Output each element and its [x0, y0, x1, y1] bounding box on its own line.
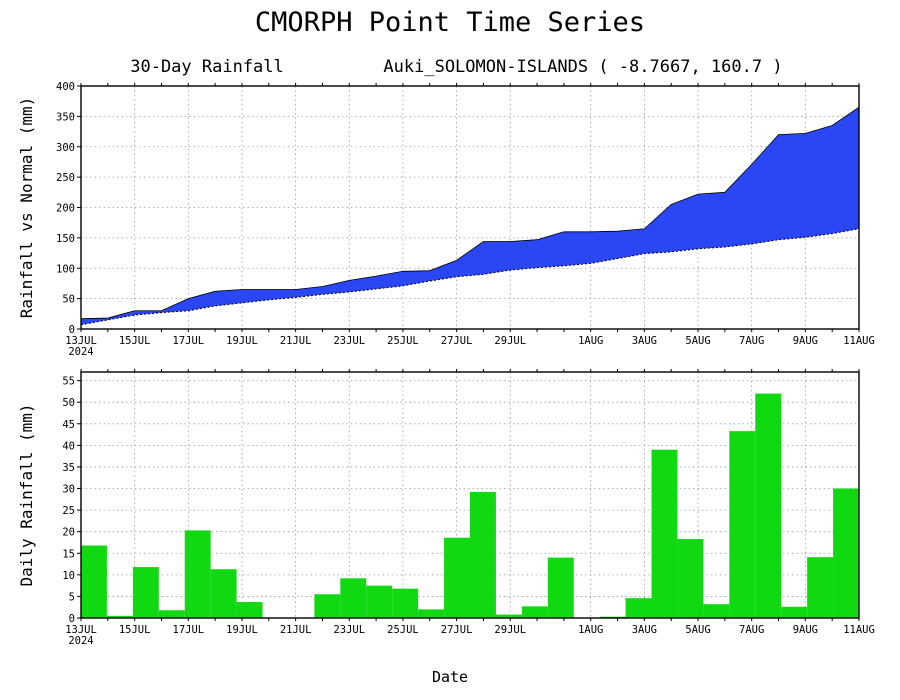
- cumulative-rainfall-panel: 0 50 100 150 200 250 300 350 400 13JUL 15JUL 17JUL 1…: [17, 81, 875, 358]
- y-tick-label: 25: [62, 505, 75, 517]
- daily-rain-bar: [392, 588, 419, 618]
- x-tick-label: 25JUL: [387, 624, 419, 636]
- y-tick-label: 0: [69, 613, 75, 625]
- y-tick-label: 100: [56, 263, 75, 275]
- x-axis-label: Date: [432, 668, 468, 686]
- y-tick-label: 35: [62, 462, 75, 474]
- x-tick-label: 27JUL: [441, 624, 473, 636]
- daily-rain-bar: [495, 614, 522, 618]
- x-tick-label: 3AUG: [632, 335, 657, 347]
- daily-rain-bar: [418, 609, 445, 618]
- daily-rain-bar: [755, 393, 782, 618]
- y-tick-label: 5: [69, 591, 75, 603]
- x-tick-label: 19JUL: [226, 624, 258, 636]
- daily-rain-bar: [729, 431, 756, 618]
- y-axis-label: Daily Rainfall (mm): [17, 403, 36, 586]
- y-tick-label: 20: [62, 527, 75, 539]
- daily-rain-bar: [340, 578, 367, 618]
- x-tick-label: 13JUL: [65, 624, 97, 636]
- x-tick-label: 1AUG: [578, 624, 603, 636]
- daily-rain-bar: [651, 449, 678, 618]
- daily-rain-bar: [210, 569, 237, 618]
- cumulative-actual-line: [80, 106, 860, 320]
- y-axis-label: Rainfall vs Normal (mm): [17, 97, 36, 319]
- x-tick-label: 19JUL: [226, 335, 258, 347]
- cumulative-normal-line: [80, 228, 860, 326]
- y-tick-label: 55: [62, 376, 75, 388]
- y-tick-label: 45: [62, 419, 75, 431]
- plot-frame: [80, 371, 860, 619]
- y-tick-label: 50: [62, 294, 75, 306]
- daily-rain-bar: [81, 545, 107, 618]
- y-tick-label: 0: [69, 324, 75, 336]
- y-tick-label: 300: [56, 142, 75, 154]
- x-tick-label: 1AUG: [578, 335, 603, 347]
- daily-rain-bar: [132, 567, 159, 618]
- daily-rain-bar: [807, 557, 834, 618]
- chart-title: CMORPH Point Time Series: [255, 7, 645, 38]
- x-tick-label: 5AUG: [685, 335, 710, 347]
- daily-rain-bar: [314, 594, 341, 618]
- x-tick-label: 27JUL: [441, 335, 473, 347]
- x-tick-label: 17JUL: [173, 335, 205, 347]
- y-tick-label: 250: [56, 172, 75, 184]
- y-tick-label: 50: [62, 397, 75, 409]
- y-tick-label: 15: [62, 548, 75, 560]
- daily-rain-bar: [781, 606, 808, 618]
- x-tick-label: 13JUL: [65, 335, 97, 347]
- daily-rain-bar: [158, 610, 185, 618]
- y-tick-label: 350: [56, 111, 75, 123]
- y-tick-label: 40: [62, 440, 75, 452]
- chart-subtitle-left: 30-Day Rainfall: [130, 57, 284, 77]
- x-tick-label: 21JUL: [280, 335, 312, 347]
- chart-subtitle-right: Auki_SOLOMON-ISLANDS ( -8.7667, 160.7 ): [383, 57, 782, 77]
- daily-rainfall-panel: 0 5 10 15 20 25 30 35 40 45 50 55 13JUL 15JUL 17JUL 19J…: [17, 369, 875, 647]
- x-tick-label: 17JUL: [173, 624, 205, 636]
- daily-rain-bar: [470, 491, 496, 618]
- daily-rain-bar: [833, 488, 859, 618]
- x-tick-label: 11AUG: [843, 335, 875, 347]
- x-tick-label: 25JUL: [387, 335, 419, 347]
- x-tick-label: 29JUL: [494, 335, 526, 347]
- y-tick-label: 10: [62, 570, 75, 582]
- x-year-label: 2024: [68, 635, 93, 647]
- x-tick-label: 15JUL: [119, 624, 151, 636]
- x-tick-label: 7AUG: [739, 335, 764, 347]
- x-tick-label: 7AUG: [739, 624, 764, 636]
- y-tick-label: 150: [56, 233, 75, 245]
- x-tick-label: 9AUG: [793, 335, 818, 347]
- x-tick-label: 15JUL: [119, 335, 151, 347]
- daily-rain-bar: [625, 598, 652, 618]
- x-year-label: 2024: [68, 346, 93, 358]
- x-tick-label: 29JUL: [494, 624, 526, 636]
- daily-rain-bar: [444, 537, 470, 618]
- x-tick-label: 21JUL: [280, 624, 312, 636]
- daily-rain-bar: [703, 604, 730, 618]
- daily-rain-bar: [521, 606, 548, 618]
- cumulative-band-fill: [81, 107, 859, 325]
- daily-rain-bar: [547, 557, 574, 618]
- daily-rain-bar: [236, 602, 263, 618]
- x-tick-label: 5AUG: [685, 624, 710, 636]
- daily-rain-bar: [184, 530, 211, 618]
- x-tick-label: 9AUG: [793, 624, 818, 636]
- daily-rain-bar: [677, 539, 704, 618]
- daily-rain-bar: [366, 585, 393, 618]
- y-tick-label: 200: [56, 203, 75, 215]
- y-tick-label: 400: [56, 81, 75, 93]
- daily-rain-bar: [106, 615, 133, 618]
- x-tick-label: 23JUL: [333, 624, 365, 636]
- x-tick-label: 23JUL: [333, 335, 365, 347]
- x-tick-label: 3AUG: [632, 624, 657, 636]
- x-tick-label: 11AUG: [843, 624, 875, 636]
- y-tick-label: 30: [62, 484, 75, 496]
